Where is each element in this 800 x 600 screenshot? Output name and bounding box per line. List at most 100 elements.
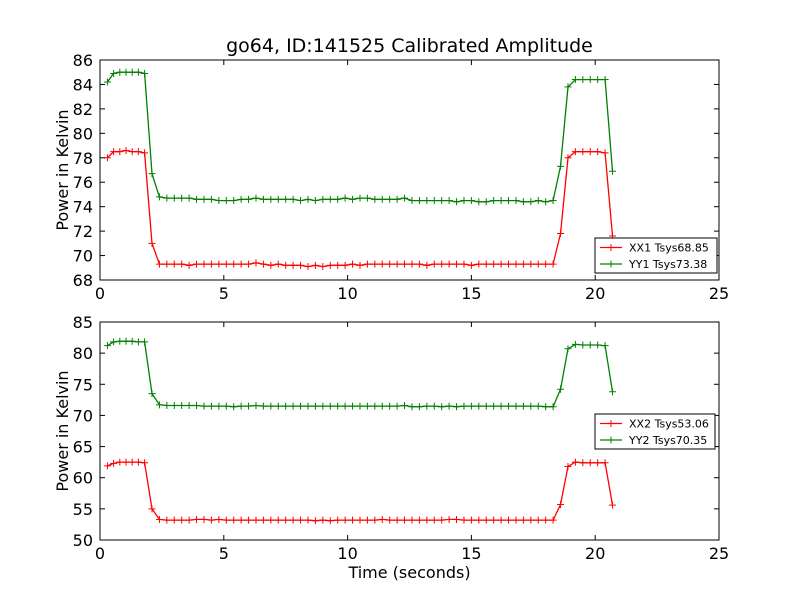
data-point-marker bbox=[609, 501, 617, 509]
y-tick-label: 76 bbox=[73, 173, 93, 192]
data-point-marker bbox=[237, 195, 245, 203]
data-point-marker bbox=[222, 260, 230, 268]
data-point-marker bbox=[393, 195, 401, 203]
data-point-marker bbox=[110, 148, 118, 156]
data-point-marker bbox=[297, 402, 305, 410]
data-point-marker bbox=[467, 261, 475, 269]
data-point-marker bbox=[185, 401, 193, 409]
data-point-marker bbox=[282, 402, 290, 410]
data-point-marker bbox=[207, 260, 215, 268]
data-point-marker bbox=[423, 516, 431, 524]
data-point-marker bbox=[178, 516, 186, 524]
data-point-marker bbox=[386, 260, 394, 268]
data-point-marker bbox=[549, 197, 557, 205]
data-point-marker bbox=[259, 402, 267, 410]
data-point-marker bbox=[571, 458, 579, 466]
data-point-marker bbox=[110, 459, 118, 467]
data-point-marker bbox=[341, 402, 349, 410]
data-point-marker bbox=[319, 516, 327, 524]
data-point-marker bbox=[512, 402, 520, 410]
series-line-2-2 bbox=[107, 340, 614, 408]
data-point-marker bbox=[349, 195, 357, 203]
data-point-marker bbox=[527, 260, 535, 268]
data-point-marker bbox=[408, 260, 416, 268]
data-point-marker bbox=[415, 260, 423, 268]
data-point-marker bbox=[475, 198, 483, 206]
data-point-marker bbox=[222, 516, 230, 524]
data-point-marker bbox=[128, 337, 136, 345]
data-point-marker bbox=[297, 516, 305, 524]
data-point-marker bbox=[415, 403, 423, 411]
y-tick-label: 74 bbox=[73, 198, 93, 217]
data-point-marker bbox=[252, 401, 260, 409]
data-point-marker bbox=[170, 401, 178, 409]
legend-label-1: XX1 Tsys68.85 bbox=[629, 242, 709, 255]
data-point-marker bbox=[148, 390, 156, 398]
data-point-marker bbox=[363, 516, 371, 524]
data-point-marker bbox=[267, 516, 275, 524]
data-point-marker bbox=[103, 78, 111, 86]
data-point-marker bbox=[122, 458, 130, 466]
data-point-marker bbox=[586, 341, 594, 349]
x-tick-label: 10 bbox=[337, 544, 357, 563]
data-point-marker bbox=[527, 402, 535, 410]
legend-box bbox=[594, 237, 718, 274]
data-point-marker bbox=[349, 516, 357, 524]
data-point-marker bbox=[378, 515, 386, 523]
data-point-marker bbox=[534, 516, 542, 524]
data-point-marker bbox=[170, 516, 178, 524]
data-point-marker bbox=[519, 198, 527, 206]
x-tick-label: 5 bbox=[219, 544, 229, 563]
data-point-marker bbox=[200, 515, 208, 523]
y-tick-label: 78 bbox=[73, 149, 93, 168]
data-point-marker bbox=[401, 401, 409, 409]
data-point-marker bbox=[297, 197, 305, 205]
data-point-marker bbox=[586, 148, 594, 156]
data-point-marker bbox=[430, 516, 438, 524]
data-point-marker bbox=[430, 197, 438, 205]
data-point-marker bbox=[215, 402, 223, 410]
data-point-marker bbox=[103, 462, 111, 470]
y-tick-label: 86 bbox=[73, 51, 93, 70]
data-point-marker bbox=[116, 458, 124, 466]
data-point-marker bbox=[609, 388, 617, 396]
axes-frame bbox=[99, 321, 720, 541]
data-point-marker bbox=[423, 261, 431, 269]
data-point-marker bbox=[475, 402, 483, 410]
data-point-marker bbox=[386, 195, 394, 203]
data-point-marker bbox=[490, 197, 498, 205]
x-tick-label: 25 bbox=[709, 544, 729, 563]
data-point-marker bbox=[579, 148, 587, 156]
data-point-marker bbox=[542, 198, 550, 206]
data-point-marker bbox=[259, 516, 267, 524]
data-point-marker bbox=[564, 463, 572, 471]
data-point-marker bbox=[163, 260, 171, 268]
data-point-marker bbox=[356, 261, 364, 269]
chart-title: go64, ID:141525 Calibrated Amplitude bbox=[226, 35, 593, 57]
data-point-marker bbox=[141, 338, 149, 346]
data-point-marker bbox=[564, 154, 572, 162]
data-point-marker bbox=[311, 261, 319, 269]
y-tick-label: 70 bbox=[73, 406, 93, 425]
x-tick-label: 15 bbox=[461, 544, 481, 563]
x-tick-label: 0 bbox=[95, 544, 105, 563]
data-point-marker bbox=[356, 402, 364, 410]
y-tick-label: 80 bbox=[73, 124, 93, 143]
data-point-marker bbox=[141, 459, 149, 467]
x-tick-label: 20 bbox=[585, 284, 605, 303]
data-point-marker bbox=[453, 260, 461, 268]
data-point-marker bbox=[178, 401, 186, 409]
data-point-marker bbox=[267, 261, 275, 269]
data-point-marker bbox=[163, 401, 171, 409]
data-point-marker bbox=[178, 194, 186, 202]
legend-marker bbox=[607, 244, 615, 251]
data-point-marker bbox=[453, 198, 461, 206]
data-point-marker bbox=[155, 193, 163, 201]
data-point-marker bbox=[579, 341, 587, 349]
data-point-marker bbox=[512, 260, 520, 268]
data-point-marker bbox=[170, 194, 178, 202]
data-point-marker bbox=[557, 500, 565, 508]
data-point-marker bbox=[445, 197, 453, 205]
data-point-marker bbox=[230, 516, 238, 524]
data-point-marker bbox=[505, 516, 513, 524]
